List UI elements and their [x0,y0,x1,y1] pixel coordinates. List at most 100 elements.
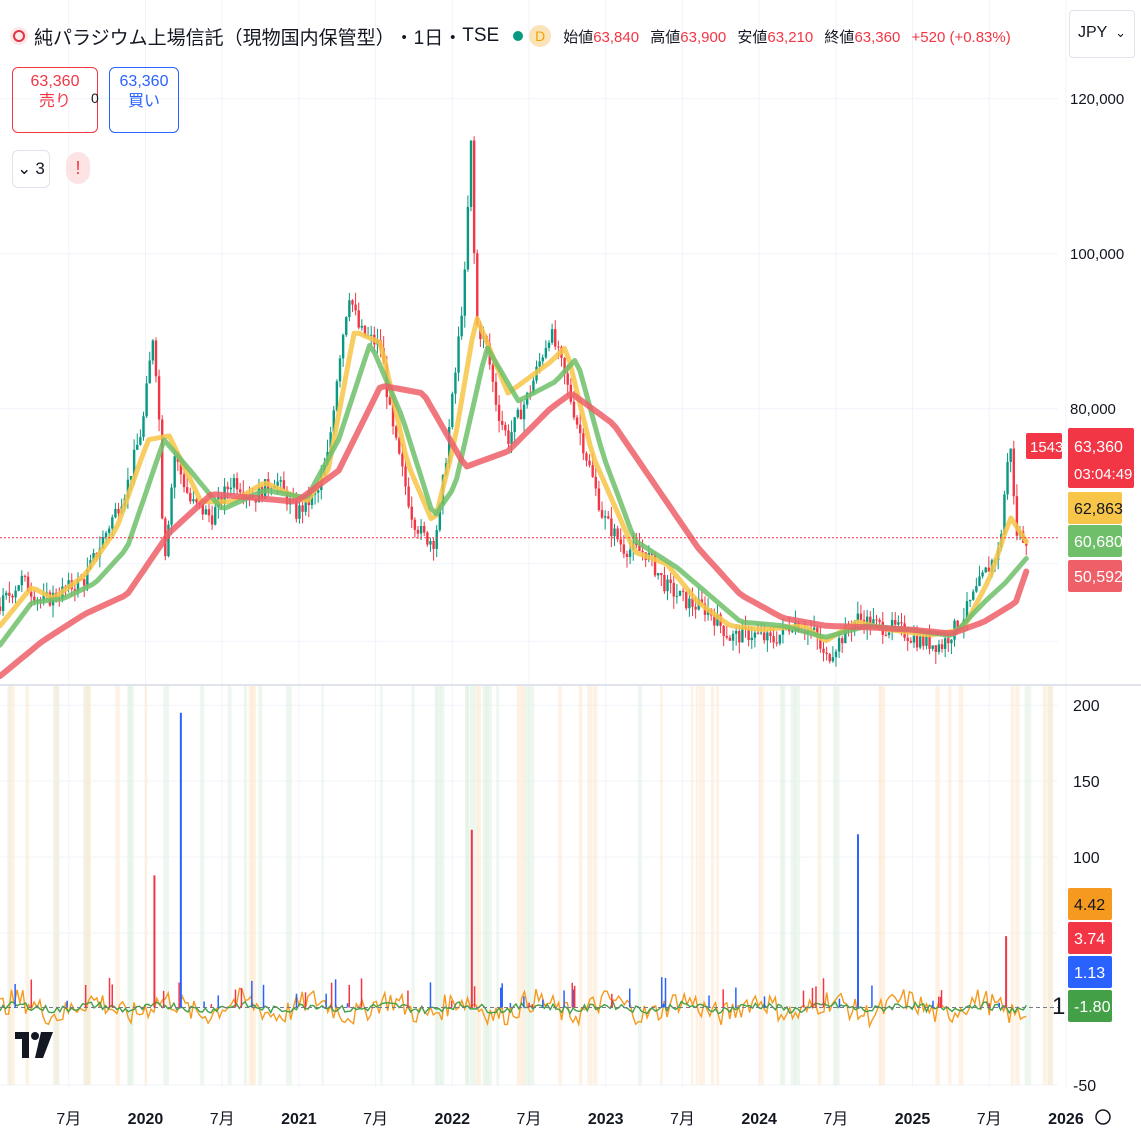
indicator-spike [856,834,859,1008]
x-tick-label: 7月 [363,1111,388,1128]
indicator-band [87,686,91,1085]
candle-body [501,420,504,425]
indicator-value-label: -1.80 [1074,999,1111,1016]
candle-body [229,487,233,490]
last-price-label: 63,360 [1074,439,1123,456]
candle-body [688,598,691,609]
candle-body [360,325,364,328]
indicator-band [200,686,205,1085]
indicator-band [558,686,562,1085]
interval-label[interactable]: 1日 [413,27,444,49]
indicator-bar [509,1003,512,1008]
candle-body [23,575,27,577]
candle-body [906,637,909,641]
tradingview-logo-icon[interactable] [15,1028,53,1062]
indicator-band [485,686,492,1085]
candle-body [463,269,466,316]
indicator-band [1042,686,1048,1085]
indicator-bar [473,986,476,1008]
indicator-band [522,686,525,1085]
sell-price: 63,360 [30,73,80,90]
sell-button[interactable]: 63,360 売り [12,67,98,133]
indicator-bar [325,993,327,1008]
indicator-band [411,686,415,1085]
indicator-band [115,686,120,1085]
candle-body [669,579,672,584]
candle-body [972,591,975,600]
candle-body [435,530,438,549]
indicator-bar [348,984,351,1008]
x-tick-label: 7月 [56,1111,81,1128]
candle-body [432,541,435,549]
indicator-spike [179,712,182,1008]
buy-button[interactable]: 63,360 買い [109,67,179,133]
x-tick-label: 7月 [670,1111,695,1128]
y-tick-label: 150 [1073,774,1100,791]
indicator-bar [664,977,667,1008]
ma-value-label: 62,863 [1074,501,1123,518]
candle-body [653,555,657,576]
symbol-title[interactable]: 純パラジウム上場信託（現物国内保管型） [34,27,395,49]
candle-body [722,625,725,636]
candle-body [607,516,610,519]
candle-body [678,590,682,596]
candle-body [17,585,20,591]
x-tick-label: 7月 [823,1111,848,1128]
indicator-bar [66,1000,68,1008]
candle-body [747,628,750,641]
x-tick-label: 7月 [517,1111,542,1128]
candle-body [547,342,551,348]
candle-body [591,465,594,477]
candle-body [20,575,24,586]
indicator-band [794,686,801,1085]
ma-value-tag [1068,525,1122,557]
candle-body [822,648,825,653]
indicator-band [578,686,583,1085]
candle-body [554,329,557,347]
indicator-bar [542,999,544,1008]
indicator-bar [499,987,502,1008]
indicator-bar [571,982,574,1008]
candle-body [928,635,931,649]
indicator-bar [815,986,817,1008]
indicator-band [8,686,15,1085]
indicator-bar [330,982,333,1008]
indicator-band [779,686,784,1085]
indicator-band [1010,686,1015,1085]
indicator-bar [939,997,942,1008]
indicator-band [54,686,59,1085]
interval-badge[interactable]: D [529,25,552,47]
indicator-bar [162,990,165,1008]
indicator-band [465,686,469,1085]
candle-body [145,383,148,417]
candle-body [179,461,183,475]
candle-body [1025,542,1028,546]
indicator-band [86,686,89,1085]
currency-select[interactable]: JPY ⌄ [1069,10,1135,58]
indicator-bar [988,1003,991,1008]
candle-body [494,381,498,405]
candle-body [666,579,669,592]
indicator-band [518,686,524,1085]
market-status-icon[interactable] [513,31,524,41]
orange-indicator-line [0,987,1027,1029]
candle-body [33,596,36,602]
indicator-band [1047,686,1054,1085]
candle-body [276,481,279,486]
indicator-bar [178,982,180,1008]
candle-body [42,595,45,601]
indicator-bar [838,998,841,1008]
candle-body [947,638,950,644]
candle-body [522,404,526,420]
candle-body [563,357,566,374]
candle-body [519,409,523,420]
candle-body [775,642,778,644]
indicators-toggle-button[interactable]: ⌄ 3 [12,150,50,188]
candle-body [931,645,934,649]
candle-body [104,532,108,538]
candle-body [204,509,208,515]
warning-icon[interactable]: ! [66,152,90,184]
candle-body [167,524,170,557]
candle-body [578,424,582,434]
